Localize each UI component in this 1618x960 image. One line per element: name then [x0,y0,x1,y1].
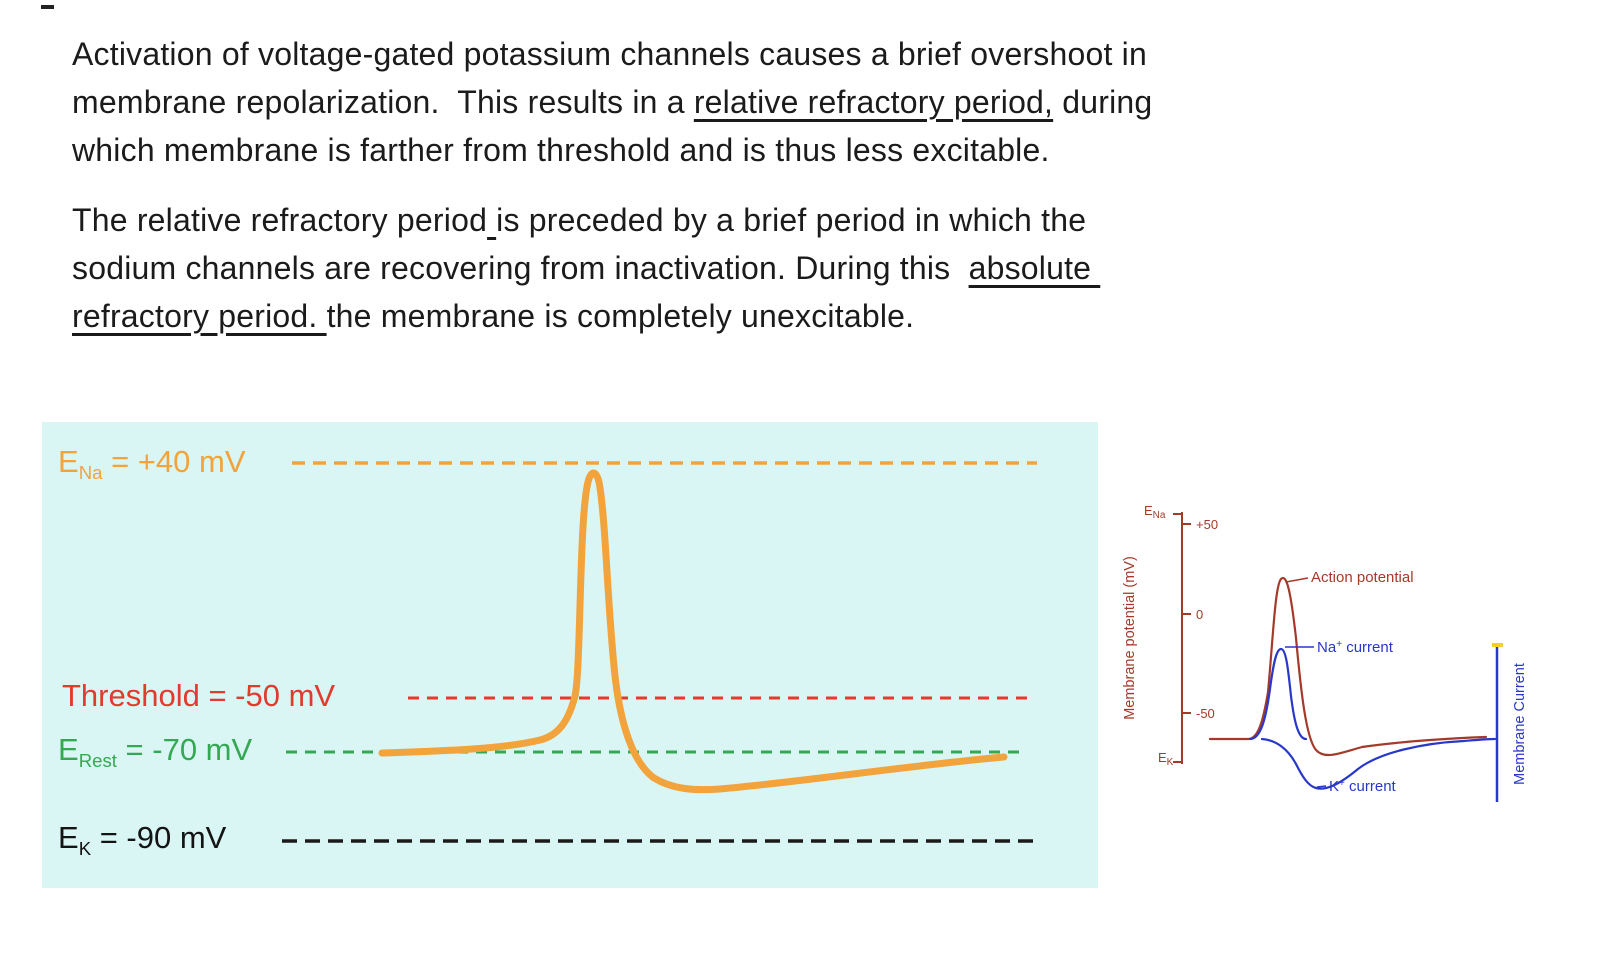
k-current-trace [1260,737,1497,790]
na-current-sup: + [1336,639,1342,650]
membrane-potential-curve [378,469,1008,794]
p2-line-3: refractory period. the membrane is compl… [72,292,1442,340]
paragraph-1: Activation of voltage-gated potassium ch… [72,30,1442,174]
k-current-label: K+ current [1329,778,1397,795]
k-current-rest: current [1345,778,1397,795]
threshold-label-text: Threshold = -50 mV [62,678,336,713]
underlined-refractory-period: refractory period. [72,298,327,334]
ena-label-base: E [58,444,79,479]
current-axis-title: Membrane Current [1512,663,1528,785]
erest-label-base: E [58,732,79,767]
ena-label: ENa = +40 mV [58,444,246,484]
p1-line-2: membrane repolarization. This results in… [72,78,1442,126]
ena-label-value: = +40 mV [102,444,246,479]
p1-l1-text: Activation of voltage-gated potassium ch… [72,36,1147,72]
ek-axis-label: EK [1158,750,1174,768]
p1-line-3: which membrane is farther from threshold… [72,126,1442,174]
ek-label-value: = -90 mV [91,820,227,855]
corner-mark [41,5,54,9]
na-current-trace [1248,647,1308,741]
p2-l3b-text: the membrane is completely unexcitable. [326,298,915,334]
paragraph-2: The relative refractory period is preced… [72,196,1442,340]
k-current-base: K [1329,778,1339,795]
p2-l1a-text: The relative refractory period [72,202,488,238]
erest-label: ERest = -70 mV [58,732,252,772]
underlined-space [487,202,496,238]
ek-label-base: E [58,820,79,855]
tick-plus50: +50 [1196,517,1218,532]
ena-axis-base: E [1144,503,1153,518]
ek-axis-base: E [1158,750,1167,765]
ena-label-sub: Na [78,462,103,484]
ek-label-sub: K [78,838,92,860]
ek-label: EK = -90 mV [58,820,226,860]
membrane-currents-panel: +50 0 -50 ENa EK Membrane potential (mV)… [1112,496,1582,826]
p1-l2c-text: during [1053,84,1153,120]
na-current-base: Na [1317,639,1337,656]
action-potential-leader-line [1285,577,1309,583]
tick-minus50: -50 [1196,706,1215,721]
threshold-label: Threshold = -50 mV [62,678,335,714]
k-current-sup: + [1339,778,1345,789]
ena-axis-sub: Na [1153,510,1166,521]
p2-l2a-text: sodium channels are recovering from inac… [72,250,969,286]
p2-line-2: sodium channels are recovering from inac… [72,244,1442,292]
action-potential-chart [282,461,1037,843]
p1-l2a-text: membrane repolarization. This results in… [72,84,694,120]
ek-axis-sub: K [1167,757,1174,768]
tick-zero: 0 [1196,607,1203,622]
membrane-currents-chart: +50 0 -50 ENa EK Membrane potential (mV)… [1122,503,1528,802]
action-potential-label: Action potential [1311,569,1414,586]
ena-axis-label: ENa [1144,503,1166,521]
k-current-leader-line [1316,785,1327,788]
potential-axis-title: Membrane potential (mV) [1122,556,1138,720]
underlined-relative-refractory-period: relative refractory period, [693,84,1054,120]
na-current-rest: current [1342,639,1394,656]
action-potential-panel: ENa = +40 mV Threshold = -50 mV ERest = … [42,422,1098,888]
p2-line-1: The relative refractory period is preced… [72,196,1442,244]
na-current-label: Na+ current [1317,639,1394,656]
action-potential-trace [1208,576,1488,757]
erest-label-value: = -70 mV [116,732,253,767]
erest-label-sub: Rest [78,750,117,772]
p2-l1c-text: is preceded by a brief period in which t… [496,202,1087,238]
underlined-absolute: absolute [968,250,1101,286]
potential-axis-ticks [1173,513,1191,763]
p1-l3-text: which membrane is farther from threshold… [72,132,1050,168]
p1-line-1: Activation of voltage-gated potassium ch… [72,30,1442,78]
intro-text: Activation of voltage-gated potassium ch… [72,30,1442,340]
